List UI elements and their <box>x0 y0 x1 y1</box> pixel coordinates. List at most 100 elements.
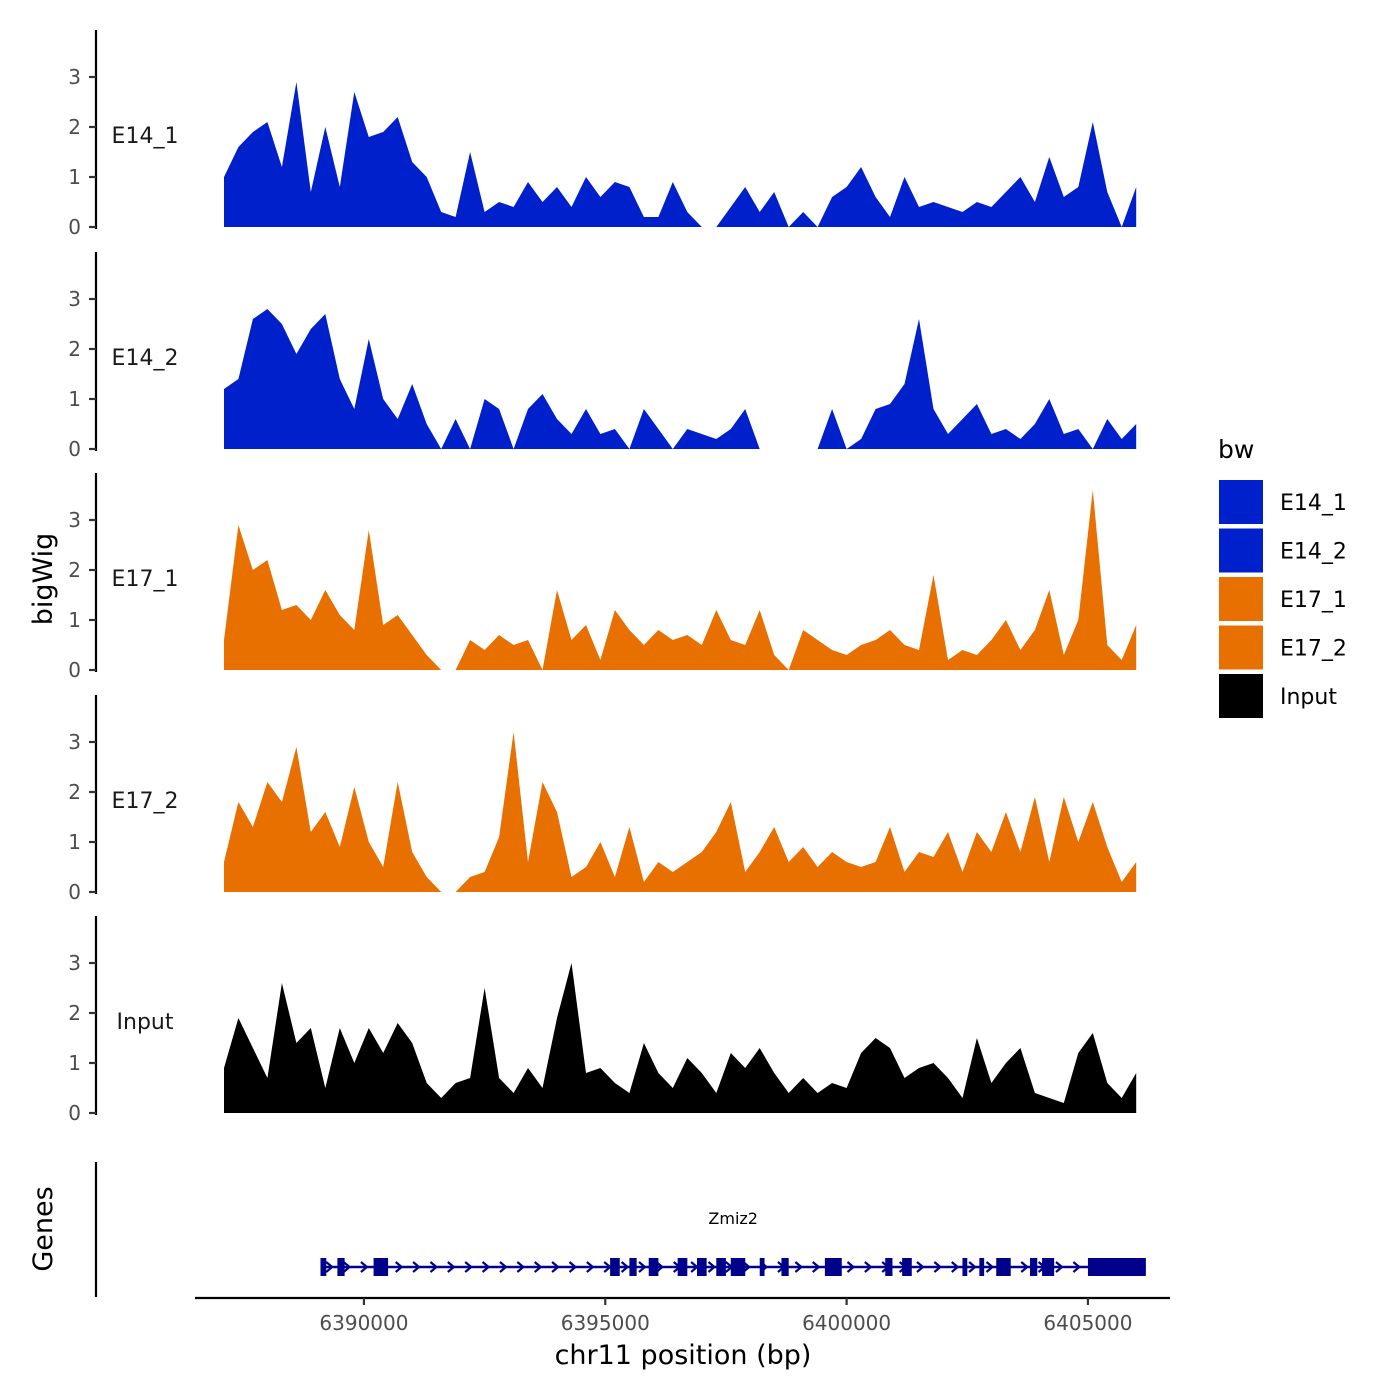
legend-label: Input <box>1280 685 1337 710</box>
track-e17-1: 0 1 2 3 E17_1 <box>68 473 1137 682</box>
strand-arrow <box>447 1261 456 1273</box>
x-tick-label: 6405000 <box>1043 1311 1132 1335</box>
strand-arrow <box>551 1261 560 1273</box>
legend-entries: E14_1 E14_2 E17_1 E17_2 Input <box>1219 480 1347 718</box>
y-tick-label: 0 <box>68 215 81 239</box>
area-e17-2 <box>224 732 1137 892</box>
y-tick-label: 3 <box>68 508 81 532</box>
track-e14-1: 0 1 2 3 E14_1 <box>68 30 1137 239</box>
gene-exon <box>1042 1258 1055 1276</box>
strand-arrow <box>394 1261 404 1273</box>
strand-arrow <box>707 1261 717 1273</box>
y-tick-label: 1 <box>68 165 81 189</box>
x-axis: 6390000 6395000 6400000 6405000 chr11 posit… <box>195 1296 1170 1371</box>
y-tick-label: 1 <box>68 387 81 411</box>
gene-exon <box>337 1258 345 1276</box>
strand-arrow <box>342 1261 352 1273</box>
legend-label: E17_2 <box>1280 637 1347 662</box>
y-tick-label: 3 <box>68 730 81 754</box>
legend-item-e14-2: E14_2 <box>1219 528 1347 573</box>
y-tick-label: 2 <box>68 115 81 139</box>
gene-exon <box>979 1258 985 1276</box>
area-input <box>224 963 1137 1113</box>
strand-arrow <box>481 1261 491 1273</box>
strand-arrow <box>951 1261 960 1273</box>
x-tick-label: 6400000 <box>802 1311 891 1335</box>
strand-arrow <box>794 1261 804 1273</box>
gene-exon <box>996 1258 1011 1276</box>
strand-arrow <box>1020 1261 1029 1273</box>
gene-panel: Genes Zmiz2 <box>28 1162 1146 1297</box>
y-tick-label: 0 <box>68 1101 81 1125</box>
track-label: E14_2 <box>112 346 179 371</box>
strand-arrow <box>812 1261 821 1273</box>
legend-swatch <box>1219 674 1263 718</box>
gene-exon <box>648 1258 659 1276</box>
x-ticks: 6390000 6395000 6400000 6405000 <box>319 1298 1132 1335</box>
y-tick-label: 2 <box>68 337 81 361</box>
strand-arrow <box>968 1261 977 1273</box>
gene-exon <box>610 1258 620 1276</box>
legend-item-e17-2: E17_2 <box>1219 625 1347 670</box>
legend-swatch <box>1219 528 1263 573</box>
legend-label: E14_1 <box>1280 491 1347 516</box>
legend-swatch <box>1219 480 1263 524</box>
strand-arrow <box>325 1261 334 1273</box>
strand-arrow <box>533 1261 543 1273</box>
strand-arrow <box>429 1261 439 1273</box>
strand-arrow <box>1072 1261 1082 1273</box>
tracks: 0 1 2 3 E14_1 0 1 2 3 E14_2 0 1 2 3 E17_1 0 1 2 3 E17_2 0 1 2 3… <box>68 30 1137 1125</box>
strand-arrow <box>412 1261 421 1273</box>
strand-arrow <box>916 1261 925 1273</box>
gene-exon <box>962 1258 968 1276</box>
legend-label: E17_1 <box>1280 588 1347 613</box>
gene-exon <box>677 1258 688 1276</box>
track-label: E17_2 <box>112 789 179 814</box>
area-e14-2 <box>224 309 1137 449</box>
x-axis-title: chr11 position (bp) <box>555 1340 812 1371</box>
strand-arrow <box>638 1261 647 1273</box>
track-e17-2: 0 1 2 3 E17_2 <box>68 695 1137 904</box>
y-tick-label: 2 <box>68 780 81 804</box>
y-tick-label: 1 <box>68 830 81 854</box>
x-tick-label: 6390000 <box>319 1311 408 1335</box>
track-input: 0 1 2 3 Input <box>68 916 1137 1125</box>
legend-item-e17-1: E17_1 <box>1219 577 1347 621</box>
strand-arrow <box>620 1261 630 1273</box>
strand-arrow <box>360 1261 369 1273</box>
gene-exon <box>696 1258 707 1276</box>
y-tick-label: 1 <box>68 1051 81 1075</box>
y-tick-label: 1 <box>68 608 81 632</box>
track-e14-2: 0 1 2 3 E14_2 <box>68 252 1137 461</box>
y-tick-label: 3 <box>68 65 81 89</box>
gene-exon <box>885 1258 893 1276</box>
gene-panel-title: Genes <box>28 1186 59 1271</box>
y-tick-label: 3 <box>68 951 81 975</box>
gene-exon <box>1087 1258 1146 1276</box>
gene-exon <box>824 1258 842 1276</box>
y-tick-label: 0 <box>68 658 81 682</box>
strand-arrow <box>464 1261 473 1273</box>
strand-arrow <box>516 1261 526 1273</box>
legend: bw E14_1 E14_2 E17_1 E17_2 Input <box>1218 435 1347 718</box>
track-label: E14_1 <box>112 124 179 149</box>
area-e17-1 <box>224 490 1137 670</box>
legend-item-e14-1: E14_1 <box>1219 480 1347 524</box>
legend-swatch <box>1219 577 1263 621</box>
strand-arrow <box>499 1261 508 1273</box>
y-tick-label: 2 <box>68 1001 81 1025</box>
legend-title: bw <box>1218 435 1254 464</box>
legend-item-input: Input <box>1219 674 1337 718</box>
strand-arrow <box>586 1261 595 1273</box>
gene-exon <box>902 1258 912 1276</box>
strand-arrow <box>1055 1261 1064 1273</box>
gene-exon <box>730 1258 746 1276</box>
strand-arrow <box>985 1261 995 1273</box>
y-tick-label: 3 <box>68 287 81 311</box>
track-label: E17_1 <box>112 567 179 592</box>
strand-arrow <box>846 1261 856 1273</box>
x-tick-label: 6395000 <box>561 1311 650 1335</box>
gene-exon <box>629 1258 637 1276</box>
gene-exon <box>373 1258 389 1276</box>
